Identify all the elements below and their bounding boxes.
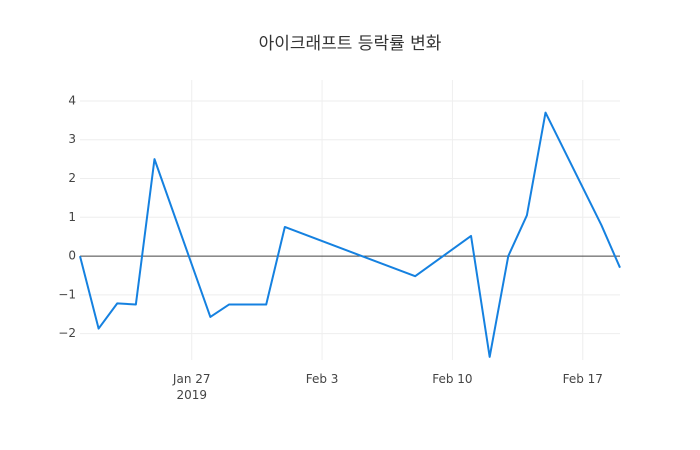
- tick-label-line: Jan 27: [172, 372, 211, 386]
- series-line: [79, 111, 621, 358]
- x-tick-label: Feb 17: [563, 372, 603, 386]
- y-tick-label: 2: [68, 171, 76, 185]
- y-tick-label: 3: [68, 132, 76, 146]
- tick-label-line: Feb 10: [432, 372, 472, 386]
- x-tick-label: Feb 3: [306, 372, 339, 386]
- tick-label-line: 2019: [176, 388, 207, 402]
- y-tick-label: 0: [68, 249, 76, 263]
- y-tick-label: 1: [68, 210, 76, 224]
- tick-label-line: Feb 17: [563, 372, 603, 386]
- y-tick-label: −1: [58, 287, 76, 301]
- y-tick-label: 4: [68, 93, 76, 107]
- x-tick-label: Jan 27 2019: [172, 372, 211, 402]
- tick-label-line: Feb 3: [306, 372, 339, 386]
- x-tick-label: Feb 10: [432, 372, 472, 386]
- y-tick-label: −2: [58, 326, 76, 340]
- chart-title: 아이크래프트 등락률 변화: [259, 34, 442, 54]
